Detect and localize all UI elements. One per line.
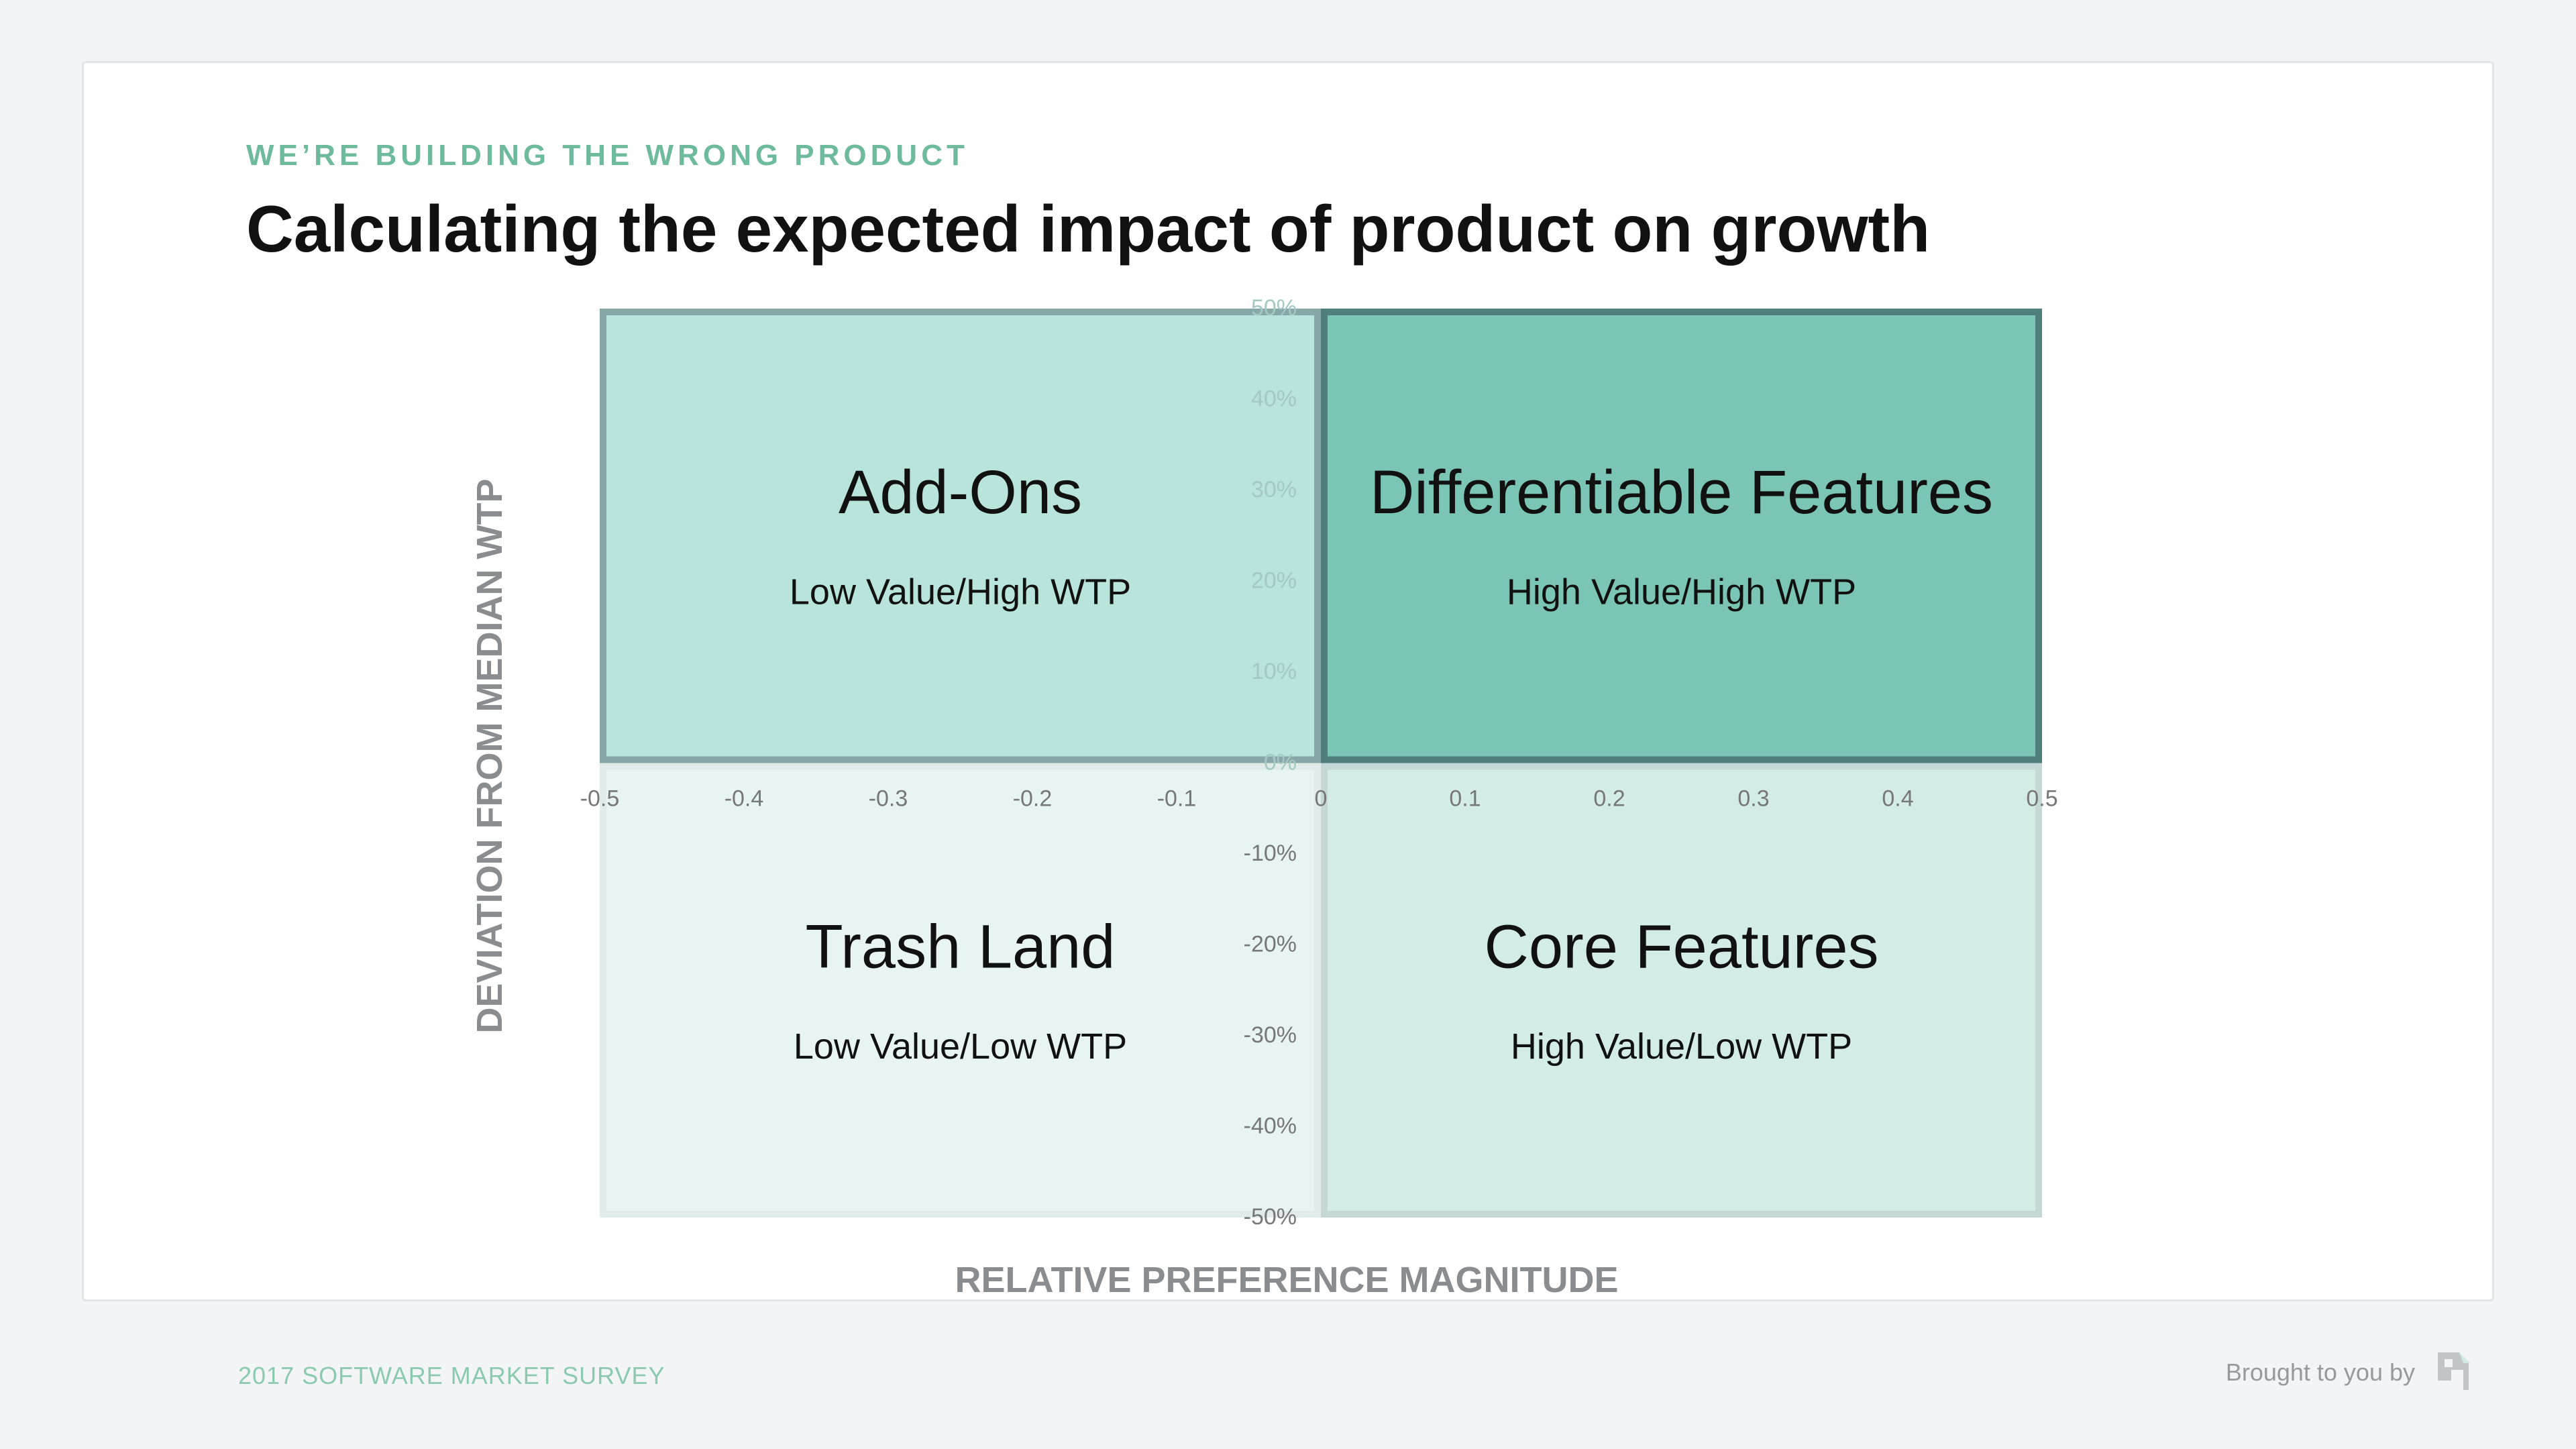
- y-axis-label: DEVIATION FROM MEDIAN WTP: [470, 478, 510, 1034]
- quadrant-title: Core Features: [1484, 912, 1878, 981]
- y-tick-label: 10%: [1251, 659, 1297, 684]
- quadrant-title: Differentiable Features: [1370, 458, 1993, 527]
- eyebrow: WE’RE BUILDING THE WRONG PRODUCT: [246, 139, 969, 172]
- page-title: Calculating the expected impact of produ…: [246, 192, 1931, 266]
- quadrant-description: Low Value/Low WTP: [794, 1026, 1127, 1067]
- quadrant-description: High Value/Low WTP: [1511, 1026, 1852, 1067]
- y-tick-label: 20%: [1251, 568, 1297, 594]
- y-tick-label: 50%: [1251, 295, 1297, 321]
- x-axis-label: RELATIVE PREFERENCE MAGNITUDE: [955, 1260, 1619, 1300]
- y-tick-label: -40%: [1244, 1114, 1297, 1139]
- y-tick-label: -10%: [1244, 841, 1297, 866]
- y-tick-label: 30%: [1251, 477, 1297, 502]
- y-tick-label: 40%: [1251, 386, 1297, 412]
- x-tick-label: 0.5: [2026, 786, 2057, 812]
- company-logo-icon: [2438, 1352, 2470, 1390]
- quadrant-1: [1321, 309, 2042, 763]
- quadrant-2: [600, 763, 1321, 1218]
- x-tick-label: -0.1: [1157, 786, 1197, 812]
- x-tick-label: -0.4: [724, 786, 764, 812]
- y-tick-label: -30%: [1244, 1022, 1297, 1048]
- quadrant-title: Trash Land: [806, 912, 1116, 981]
- y-tick-label: -50%: [1244, 1204, 1297, 1230]
- x-tick-label: -0.5: [580, 786, 620, 812]
- quadrant-3: [1321, 763, 2042, 1218]
- quadrant-description: High Value/High WTP: [1507, 572, 1856, 612]
- x-tick-label: 0.2: [1593, 786, 1625, 812]
- y-tick-label: 0%: [1264, 750, 1297, 775]
- x-tick-label: -0.2: [1013, 786, 1053, 812]
- quadrant-0: [600, 309, 1321, 763]
- x-tick-label: 0.3: [1737, 786, 1769, 812]
- y-tick-label: -20%: [1244, 932, 1297, 957]
- quadrant-title: Add-Ons: [839, 458, 1082, 527]
- x-tick-label: 0: [1315, 786, 1328, 812]
- x-tick-label: 0.4: [1882, 786, 1913, 812]
- x-tick-label: -0.3: [869, 786, 908, 812]
- credit-label: Brought to you by: [2225, 1358, 2415, 1386]
- quadrant-description: Low Value/High WTP: [790, 572, 1131, 612]
- x-tick-label: 0.1: [1449, 786, 1481, 812]
- survey-label: 2017 SOFTWARE MARKET SURVEY: [238, 1362, 665, 1389]
